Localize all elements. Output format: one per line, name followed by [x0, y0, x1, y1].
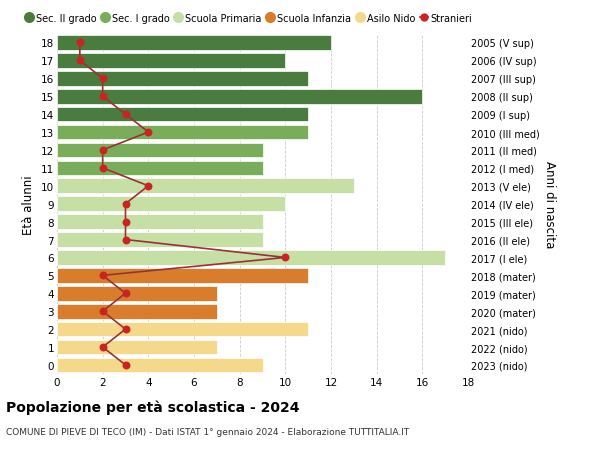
Point [121, 236, 130, 244]
Point [98, 75, 107, 83]
Point [98, 272, 107, 280]
Text: COMUNE DI PIEVE DI TECO (IM) - Dati ISTAT 1° gennaio 2024 - Elaborazione TUTTITA: COMUNE DI PIEVE DI TECO (IM) - Dati ISTA… [6, 427, 409, 436]
Bar [57, 322, 308, 337]
Bar [57, 143, 263, 158]
Bar [57, 125, 308, 140]
Point [281, 254, 290, 262]
Bar [57, 90, 422, 104]
Bar [57, 72, 308, 86]
Bar [57, 358, 263, 372]
Point [98, 93, 107, 101]
Point [98, 344, 107, 351]
Bar [57, 286, 217, 301]
Bar [57, 304, 217, 319]
Bar [57, 36, 331, 50]
Y-axis label: Anni di nascita: Anni di nascita [543, 161, 556, 248]
Point [121, 290, 130, 297]
Y-axis label: Età alunni: Età alunni [22, 174, 35, 234]
Point [75, 39, 85, 47]
Point [121, 362, 130, 369]
Bar [57, 107, 308, 122]
Point [98, 147, 107, 154]
Bar [57, 197, 286, 212]
Bar [57, 179, 354, 194]
Bar [57, 251, 445, 265]
Point [121, 201, 130, 208]
Point [98, 165, 107, 172]
Legend: Sec. II grado, Sec. I grado, Scuola Primaria, Scuola Infanzia, Asilo Nido, Stran: Sec. II grado, Sec. I grado, Scuola Prim… [25, 14, 472, 24]
Point [98, 308, 107, 315]
Bar [57, 215, 263, 230]
Point [143, 183, 153, 190]
Point [143, 129, 153, 136]
Point [121, 218, 130, 226]
Bar [57, 54, 286, 68]
Bar [57, 233, 263, 247]
Point [121, 326, 130, 333]
Bar [57, 269, 308, 283]
Bar [57, 161, 263, 176]
Text: Popolazione per età scolastica - 2024: Popolazione per età scolastica - 2024 [6, 399, 299, 414]
Point [121, 111, 130, 118]
Bar [57, 340, 217, 355]
Point [75, 57, 85, 65]
